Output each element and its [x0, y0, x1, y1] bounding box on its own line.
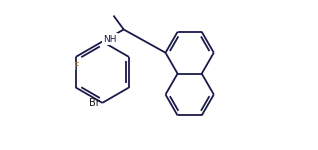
Text: Br: Br [89, 98, 100, 108]
Text: NH: NH [103, 35, 117, 44]
Text: F: F [74, 61, 80, 72]
